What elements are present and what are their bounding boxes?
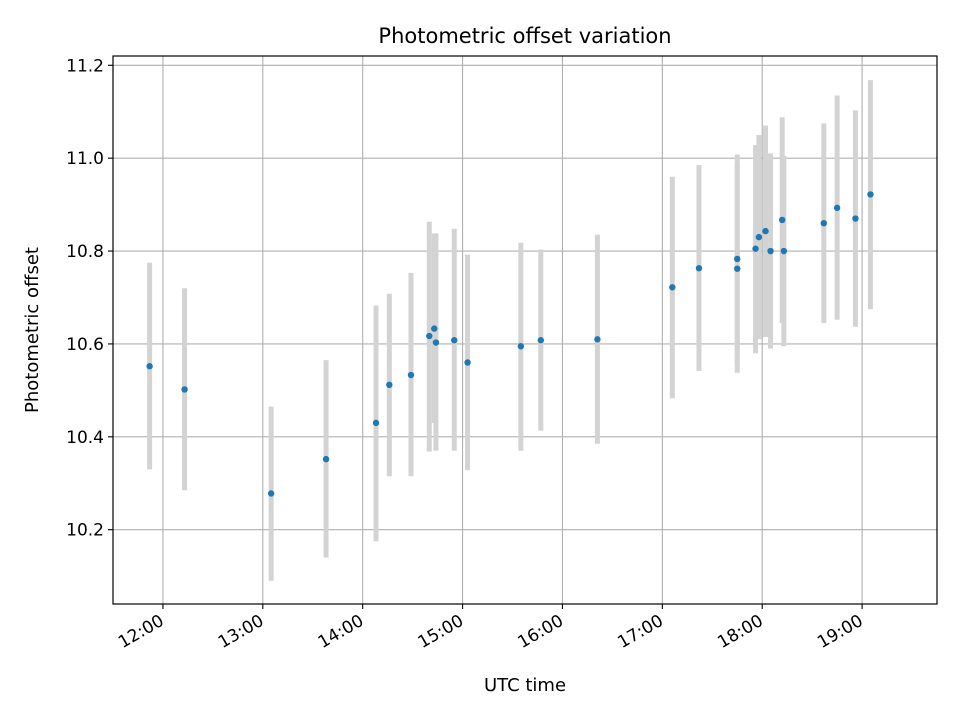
grid-lines	[113, 56, 937, 604]
data-point	[734, 265, 741, 272]
chart-title: Photometric offset variation	[378, 24, 671, 48]
x-tick-label: 16:00	[515, 611, 567, 653]
data-point	[407, 371, 415, 379]
y-axis-label: Photometric offset	[22, 247, 43, 413]
data-point	[146, 363, 153, 370]
data-point	[695, 265, 703, 272]
data-point	[780, 247, 788, 255]
data-point	[669, 284, 676, 291]
x-axis-label: UTC time	[484, 675, 566, 696]
data-point	[181, 386, 188, 393]
data-point	[267, 490, 275, 497]
data-points	[146, 191, 874, 497]
data-point	[451, 337, 458, 344]
data-point	[767, 247, 774, 255]
y-tick-label: 10.6	[66, 335, 104, 355]
y-tick-label: 10.8	[66, 242, 104, 262]
y-tick-label: 10.2	[66, 521, 104, 541]
data-point	[752, 245, 759, 252]
data-point	[426, 332, 433, 340]
data-point	[537, 337, 545, 344]
data-point	[734, 255, 741, 263]
data-point	[778, 216, 786, 224]
x-tick-label: 18:00	[714, 611, 766, 653]
x-tick-label: 13:00	[215, 611, 267, 653]
data-point	[833, 204, 841, 212]
x-tick-label: 12:00	[115, 611, 167, 653]
data-point	[594, 336, 601, 343]
data-point	[820, 219, 828, 227]
y-tick-label: 10.4	[66, 428, 104, 448]
data-point	[431, 325, 438, 332]
data-point	[432, 339, 440, 346]
data-point	[386, 381, 393, 388]
x-tick-label: 14:00	[315, 611, 367, 653]
data-point	[464, 359, 471, 366]
x-tick-label: 15:00	[415, 611, 467, 653]
plot-frame	[112, 55, 938, 605]
y-tick-label: 11.2	[66, 56, 104, 76]
x-tick-label: 17:00	[614, 611, 666, 653]
data-point	[322, 455, 330, 463]
data-point	[762, 227, 769, 235]
data-point	[517, 343, 525, 350]
data-point	[755, 233, 763, 241]
y-tick-label: 11.0	[66, 149, 104, 169]
data-point	[372, 419, 380, 427]
x-tick-label: 19:00	[814, 611, 866, 653]
data-point	[852, 215, 859, 222]
data-point	[867, 191, 874, 198]
